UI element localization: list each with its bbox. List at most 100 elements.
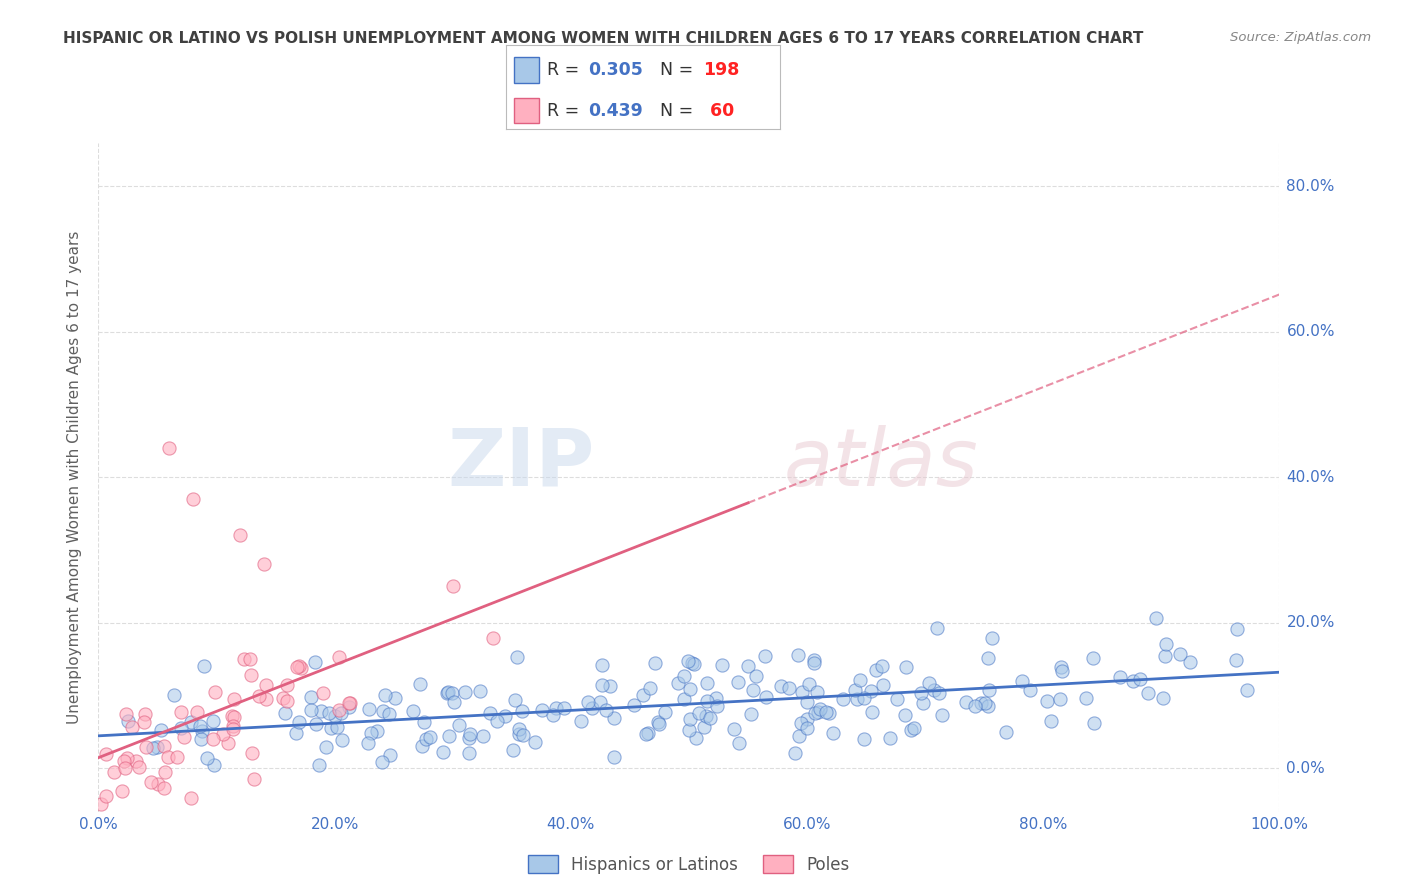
Point [859,684,882,698]
Point [681,656,703,670]
Point [637,725,659,739]
Point [247,689,270,703]
Point [591,678,613,692]
Point [103,764,125,779]
Point [432,745,454,759]
Point [472,729,495,743]
Point [1226,622,1249,636]
Point [454,685,477,699]
Point [436,686,458,700]
Point [1153,649,1175,664]
Point [544,701,567,715]
Point [928,686,950,700]
Point [796,722,818,736]
Point [190,724,212,739]
Point [233,651,256,665]
Point [415,732,437,747]
Point [723,723,745,737]
Point [330,706,353,720]
Point [328,703,350,717]
Point [457,746,479,760]
Point [193,659,215,673]
Point [114,706,136,721]
Point [202,732,225,747]
Point [447,718,470,732]
Point [523,735,546,749]
Point [290,661,312,675]
Text: N =: N = [659,61,699,79]
Point [634,727,657,741]
Text: 0.0%: 0.0% [1286,761,1326,775]
Point [710,658,733,673]
Text: HISPANIC OR LATINO VS POLISH UNEMPLOYMENT AMONG WOMEN WITH CHILDREN AGES 6 TO 17: HISPANIC OR LATINO VS POLISH UNEMPLOYMEN… [63,31,1143,46]
Point [242,772,264,787]
Point [239,668,262,682]
Point [94,789,117,803]
Point [173,731,195,745]
Point [806,685,828,699]
Point [571,714,593,729]
Point [309,704,332,718]
Point [287,659,309,673]
Point [804,706,827,721]
Point [696,693,718,707]
Point [1036,694,1059,708]
Point [696,675,718,690]
Point [848,673,870,687]
Text: R =: R = [547,61,585,79]
Point [638,681,661,695]
Point [357,702,380,716]
Point [186,705,208,719]
Point [1049,692,1071,706]
Point [581,701,603,715]
Point [589,695,612,709]
Point [301,690,323,704]
Point [360,726,382,740]
Point [153,764,176,779]
Point [357,736,380,750]
Point [823,725,845,739]
Point [112,754,135,768]
Point [125,754,148,768]
Point [787,648,810,662]
Point [441,579,464,593]
Point [153,739,176,753]
Point [170,705,193,719]
Point [666,676,689,690]
Text: 60: 60 [703,102,734,120]
Bar [515,57,538,83]
Point [1122,674,1144,689]
Point [654,706,676,720]
Point [157,441,180,455]
Point [181,491,204,506]
Point [439,729,461,743]
Point [1129,672,1152,686]
Point [253,558,276,572]
Point [647,716,669,731]
Point [224,692,246,706]
Point [845,691,868,706]
Point [790,716,813,731]
Point [485,714,508,729]
Point [419,730,441,744]
Point [965,698,987,713]
Point [502,743,524,757]
Point [599,679,621,693]
Point [319,721,342,735]
Point [912,696,935,710]
Point [910,686,932,700]
Point [337,696,360,710]
Point [188,719,211,733]
Point [603,750,626,764]
Point [217,735,239,749]
Point [288,715,311,730]
Point [374,688,396,702]
Point [170,722,193,736]
Point [737,659,759,673]
Point [318,706,340,721]
Point [304,655,326,669]
Point [135,739,157,754]
Point [96,747,118,761]
Point [852,731,875,746]
Point [180,790,202,805]
